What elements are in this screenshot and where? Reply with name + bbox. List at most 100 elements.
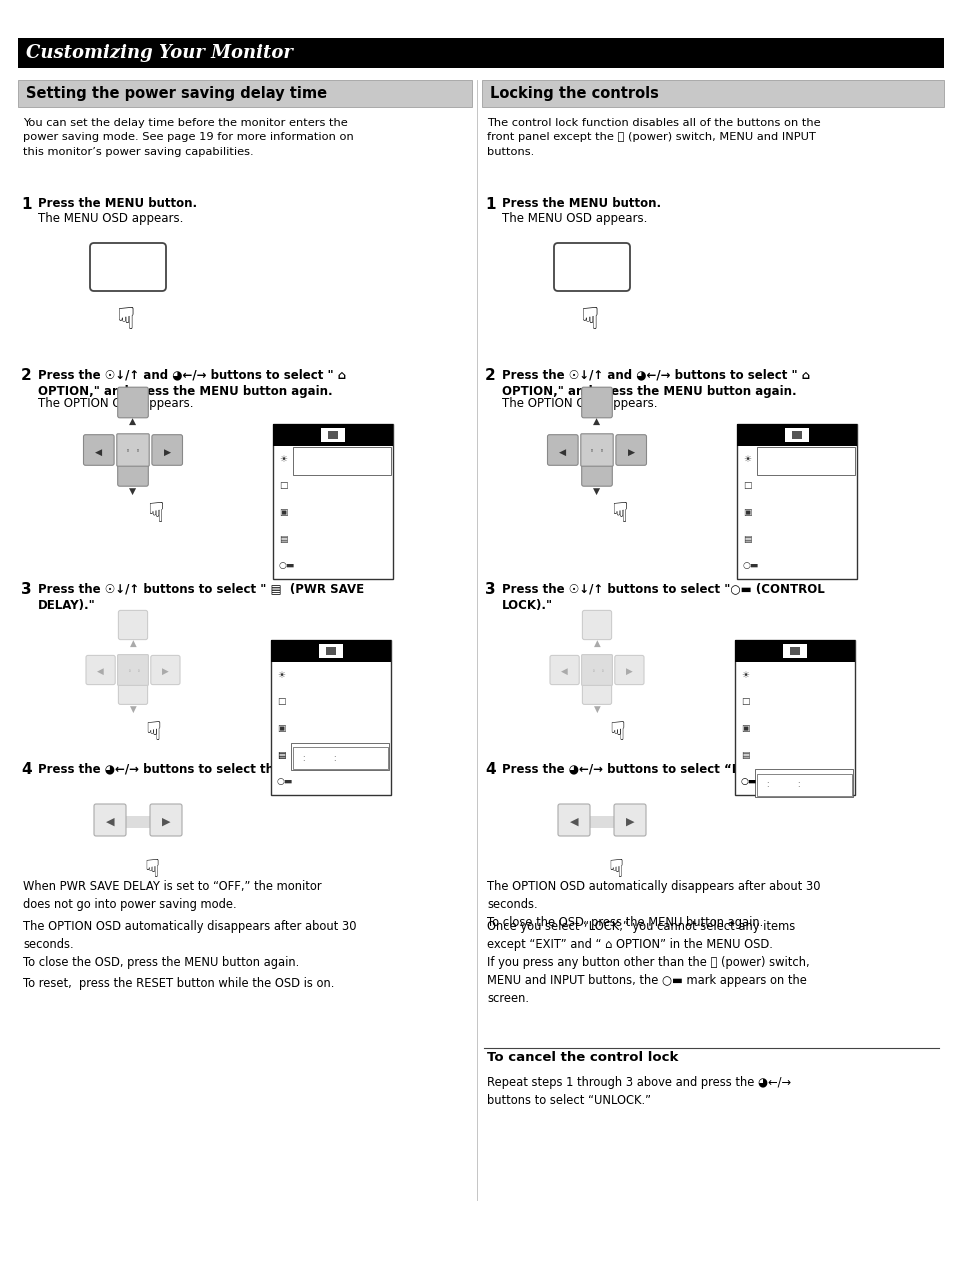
Text: ◦: ◦	[599, 448, 603, 455]
FancyBboxPatch shape	[581, 675, 611, 705]
Text: ◦: ◦	[135, 448, 139, 455]
FancyBboxPatch shape	[580, 434, 613, 466]
Text: 4: 4	[484, 762, 496, 777]
Bar	[782, 643, 806, 657]
Text: ▼: ▼	[593, 705, 599, 715]
Text: ▣: ▣	[742, 508, 751, 517]
Text: Locking the controls: Locking the controls	[490, 87, 659, 101]
Text: You can set the delay time before the monitor enters the
power saving mode. See : You can set the delay time before the mo…	[23, 118, 354, 157]
Text: 1: 1	[21, 197, 31, 211]
FancyBboxPatch shape	[90, 243, 166, 290]
FancyBboxPatch shape	[554, 243, 629, 290]
Text: ▤: ▤	[742, 535, 751, 544]
Bar	[326, 647, 335, 655]
Text: ◀: ◀	[95, 447, 102, 456]
FancyBboxPatch shape	[547, 434, 578, 465]
FancyBboxPatch shape	[94, 804, 126, 836]
Text: ○▬: ○▬	[278, 562, 295, 571]
Text: :: :	[303, 754, 308, 763]
Text: ☟: ☟	[608, 720, 624, 747]
Text: ▤: ▤	[740, 750, 749, 759]
Text: 2: 2	[484, 368, 496, 383]
Text: ▲: ▲	[593, 638, 599, 647]
Text: Press the ☉↓/↑ buttons to select "○▬ (CONTROL
LOCK).": Press the ☉↓/↑ buttons to select "○▬ (CO…	[501, 582, 824, 613]
Bar	[18, 80, 472, 107]
Bar	[737, 424, 856, 446]
FancyBboxPatch shape	[558, 804, 589, 836]
Text: ◀: ◀	[97, 668, 104, 676]
Text: ▤: ▤	[278, 535, 287, 544]
Text: Press the ◕←/→ buttons to select “LOCK.”: Press the ◕←/→ buttons to select “LOCK.”	[501, 762, 779, 775]
Text: The MENU OSD appears.: The MENU OSD appears.	[38, 211, 183, 225]
Text: :: :	[333, 754, 335, 763]
Text: To cancel the control lock: To cancel the control lock	[486, 1051, 678, 1064]
Text: 2: 2	[21, 368, 31, 383]
FancyBboxPatch shape	[581, 387, 612, 418]
Text: ▣: ▣	[276, 724, 285, 733]
Text: ☟: ☟	[116, 306, 135, 335]
Bar	[757, 447, 854, 475]
FancyBboxPatch shape	[581, 610, 611, 640]
FancyBboxPatch shape	[581, 456, 612, 487]
FancyBboxPatch shape	[152, 434, 182, 465]
Text: ☟: ☟	[144, 857, 159, 882]
Bar	[18, 38, 943, 68]
Text: ▣: ▣	[278, 508, 287, 517]
FancyBboxPatch shape	[117, 655, 149, 685]
Text: ▶: ▶	[162, 817, 170, 827]
FancyBboxPatch shape	[150, 804, 182, 836]
FancyBboxPatch shape	[84, 434, 114, 465]
Bar	[293, 747, 388, 769]
Text: ☀: ☀	[278, 455, 287, 464]
Bar	[586, 817, 617, 828]
Bar	[481, 80, 943, 107]
Text: Repeat steps 1 through 3 above and press the ◕←/→
buttons to select “UNLOCK.”: Repeat steps 1 through 3 above and press…	[486, 1077, 790, 1107]
FancyBboxPatch shape	[117, 456, 148, 487]
Text: The OPTION OSD automatically disappears after about 30
seconds.
To close the OSD: The OPTION OSD automatically disappears …	[486, 880, 820, 929]
Bar	[273, 424, 393, 578]
Text: When PWR SAVE DELAY is set to “OFF,” the monitor
does not go into power saving m: When PWR SAVE DELAY is set to “OFF,” the…	[23, 880, 321, 911]
Text: The MENU OSD appears.: The MENU OSD appears.	[501, 211, 647, 225]
FancyBboxPatch shape	[581, 655, 612, 685]
FancyBboxPatch shape	[616, 434, 646, 465]
Text: Press the MENU button.: Press the MENU button.	[501, 197, 660, 210]
Text: ◦: ◦	[590, 448, 594, 455]
Text: Setting the power saving delay time: Setting the power saving delay time	[26, 87, 327, 101]
Text: ◀: ◀	[106, 817, 114, 827]
Text: Press the ☉↓/↑ and ◕←/→ buttons to select " ⌂
OPTION," and press the MENU button: Press the ☉↓/↑ and ◕←/→ buttons to selec…	[38, 368, 346, 399]
Text: ◦: ◦	[127, 669, 131, 674]
Text: ▲: ▲	[130, 638, 136, 647]
Text: ☟: ☟	[145, 720, 161, 747]
Text: The OPTION OSD appears.: The OPTION OSD appears.	[501, 397, 657, 410]
Text: □: □	[276, 697, 285, 706]
Bar	[734, 640, 854, 662]
Bar	[273, 424, 393, 446]
Text: ◀: ◀	[560, 668, 567, 676]
Text: Press the ☉↓/↑ and ◕←/→ buttons to select " ⌂
OPTION," and press the MENU button: Press the ☉↓/↑ and ◕←/→ buttons to selec…	[501, 368, 809, 399]
FancyBboxPatch shape	[118, 675, 148, 705]
Text: :: :	[766, 780, 771, 789]
Text: □: □	[740, 697, 749, 706]
Text: ▤: ▤	[276, 750, 285, 759]
Text: ☟: ☟	[147, 499, 163, 527]
Text: ☟: ☟	[580, 306, 598, 335]
Bar	[123, 817, 152, 828]
Text: ▲: ▲	[593, 417, 600, 426]
Text: 3: 3	[21, 582, 31, 598]
Text: :: :	[796, 780, 799, 789]
Text: ▶: ▶	[164, 447, 171, 456]
Text: ▼: ▼	[130, 705, 136, 715]
Text: ▣: ▣	[740, 724, 749, 733]
Bar	[754, 769, 852, 798]
Bar	[271, 640, 391, 795]
Text: ☀: ☀	[742, 455, 750, 464]
Text: ☟: ☟	[608, 857, 623, 882]
Text: Press the ◕←/→ buttons to select the desired time.: Press the ◕←/→ buttons to select the des…	[38, 762, 374, 775]
Text: ◦: ◦	[599, 669, 602, 674]
Text: Customizing Your Monitor: Customizing Your Monitor	[26, 45, 293, 62]
Bar	[291, 743, 389, 771]
FancyBboxPatch shape	[118, 610, 148, 640]
Text: ▶: ▶	[625, 817, 634, 827]
Text: ▼: ▼	[593, 487, 600, 497]
Bar	[318, 643, 343, 657]
